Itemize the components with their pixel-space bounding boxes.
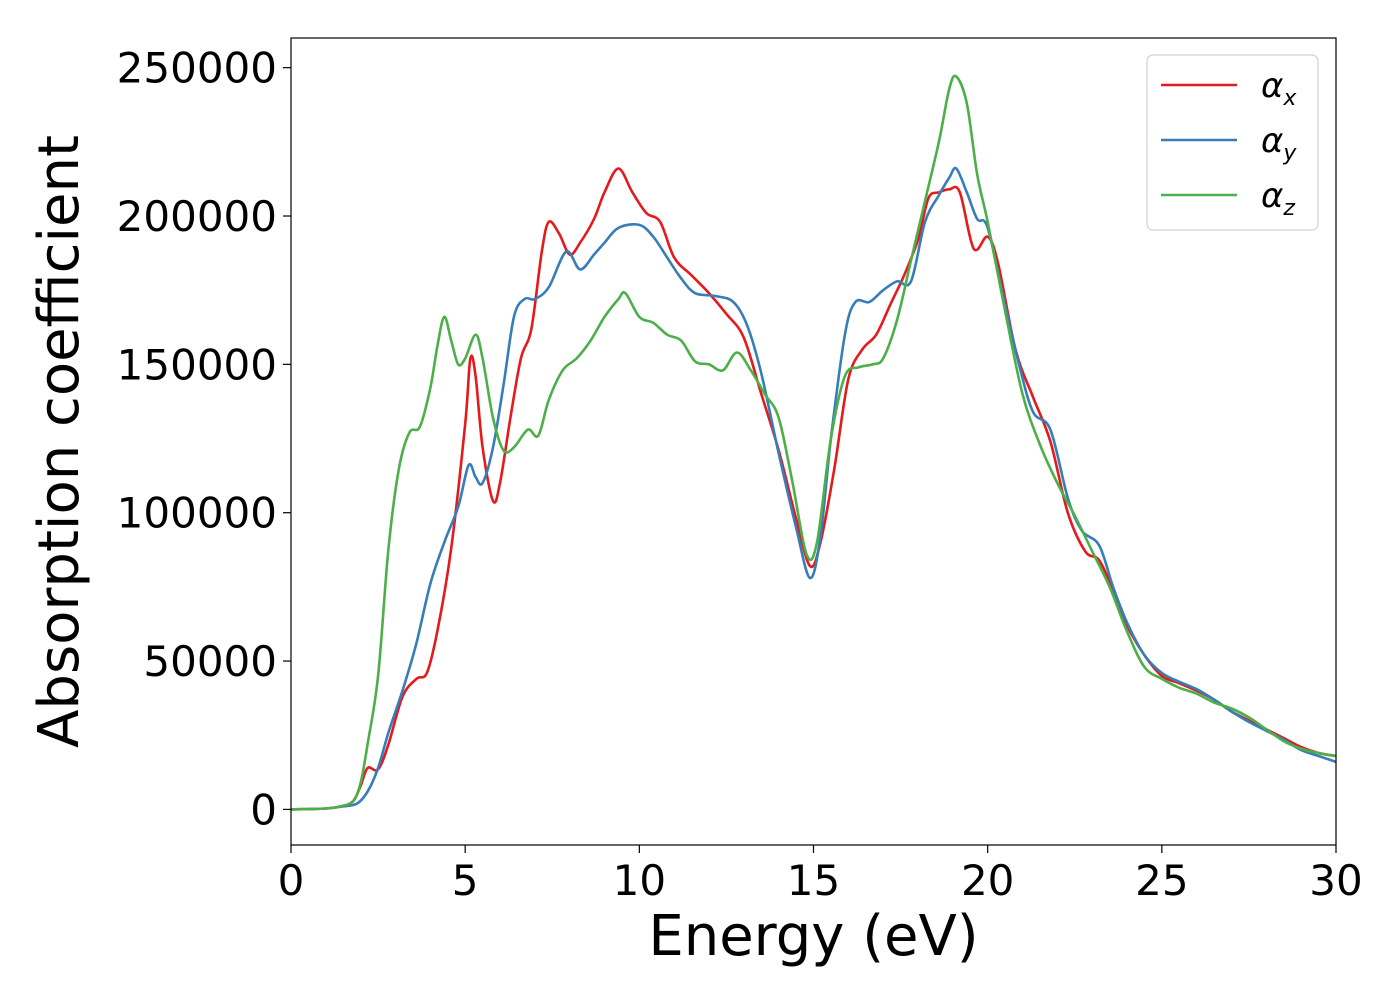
y-tick-label: 100000	[117, 489, 277, 538]
x-tick-label: 0	[278, 856, 305, 905]
y-tick-label: 150000	[117, 340, 277, 389]
x-tick-label: 15	[787, 856, 840, 905]
x-axis-ticks: 0 5 10 15 20 25 30	[278, 845, 1363, 905]
x-tick-label: 30	[1309, 856, 1362, 905]
series-line-y	[290, 166, 1337, 811]
y-axis-label: Absorption coefficient	[27, 135, 92, 748]
legend-box	[1146, 54, 1319, 231]
x-tick-label: 25	[1135, 856, 1188, 905]
x-tick-label: 20	[961, 856, 1014, 905]
series-line-z	[290, 74, 1337, 811]
series-layer	[290, 74, 1337, 811]
y-tick-label: 0	[250, 785, 277, 834]
legend-label-x: αx	[1261, 66, 1297, 111]
y-tick-label: 50000	[143, 637, 277, 686]
x-tick-label: 5	[452, 856, 479, 905]
legend-label-z: αz	[1261, 176, 1295, 221]
y-tick-label: 200000	[117, 192, 277, 241]
legend: αx αy αz	[1146, 54, 1319, 231]
y-tick-label: 250000	[117, 44, 277, 93]
x-axis-label: Energy (eV)	[648, 904, 978, 969]
legend-label-y: αy	[1261, 121, 1297, 166]
x-tick-label: 10	[613, 856, 666, 905]
y-axis-ticks: 0 50000 100000 150000 200000 250000	[117, 44, 291, 834]
